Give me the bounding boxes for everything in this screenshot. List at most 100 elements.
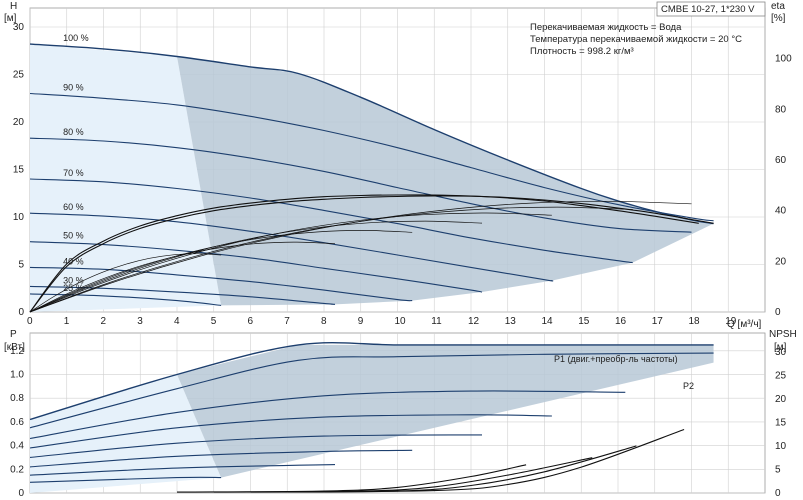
x-tick-label: 0 [27, 316, 33, 327]
npsh-curve [287, 428, 685, 493]
y2-unit-eta: [%] [771, 13, 786, 24]
efficiency-curves [29, 194, 714, 313]
y2-tick-label: 15 [775, 417, 787, 428]
eta-curve-partial [29, 220, 483, 313]
y-unit-p: [кВт] [4, 342, 25, 353]
model-title: CMBE 10-27, 1*230 V [661, 4, 755, 15]
power-curve [29, 390, 626, 440]
y-tick-label: 0.8 [10, 393, 24, 404]
power-curve [29, 464, 336, 476]
y-unit-h: [м] [4, 13, 17, 24]
info-line-2: Температура перекачиваемой жидкости = 20… [530, 34, 742, 45]
head-curve [29, 212, 554, 282]
y2-tick-label: 100 [775, 54, 792, 65]
head-curve [29, 92, 714, 222]
power-curve [29, 352, 714, 429]
x-tick-label: 10 [395, 316, 407, 327]
x-tick-label: 11 [431, 316, 442, 327]
speed-label: 80 % [63, 127, 84, 137]
y2-tick-label: 60 [775, 155, 787, 166]
x-tick-label: 3 [137, 316, 143, 327]
y2-tick-label: 20 [775, 394, 787, 405]
axis-ticks: 0 1 2 3 4 5 6 7 8 9 10 11 12 13 14 15 16 17 18 190510152025… [10, 22, 792, 499]
x-label-q: Q [м³/ч] [727, 319, 762, 330]
y2-unit-npsh: [м] [774, 342, 787, 353]
y2-tick-label: 30 [775, 347, 787, 358]
y-tick-label: 5 [18, 260, 24, 271]
y-label-h: H [10, 1, 17, 12]
eta-curve [29, 195, 714, 313]
npsh-curves [176, 428, 685, 493]
y2-label-eta: eta [771, 1, 785, 12]
y2-tick-label: 40 [775, 206, 787, 217]
x-tick-label: 4 [174, 316, 180, 327]
info-line-1: Перекачиваемая жидкость = Вода [530, 22, 682, 33]
y-tick-label: 1.2 [10, 346, 24, 357]
speed-label: 70 % [63, 168, 84, 178]
speed-label: 50 % [63, 231, 84, 241]
y2-tick-label: 0 [775, 307, 781, 318]
y2-label-npsh: NPSH [769, 329, 797, 340]
x-tick-label: 6 [248, 316, 254, 327]
region-main-bottom [177, 344, 714, 478]
info-line-3: Плотность = 998.2 кг/м³ [530, 46, 634, 57]
model-box [656, 1, 766, 17]
y-tick-label: 10 [13, 212, 25, 223]
power-curve [29, 449, 413, 468]
power-curves [29, 341, 714, 483]
region-main-top [177, 56, 714, 306]
y2-tick-label: 80 [775, 104, 787, 115]
y2-tick-label: 10 [775, 441, 787, 452]
x-tick-label: 18 [689, 316, 701, 327]
x-tick-label: 15 [578, 316, 590, 327]
power-curve [29, 341, 714, 421]
power-curve [29, 434, 483, 458]
x-tick-label: 14 [542, 316, 554, 327]
y-tick-label: 1.0 [10, 369, 24, 380]
speed-label: 60 % [63, 202, 84, 212]
y-tick-label: 25 [13, 70, 25, 81]
y-label-p: P [10, 329, 17, 340]
operating-region-top [30, 44, 714, 312]
x-tick-label: 9 [358, 316, 364, 327]
x-tick-label: 1 [64, 316, 70, 327]
eta-curve-partial [29, 241, 336, 313]
y-tick-label: 15 [13, 165, 25, 176]
y2-tick-label: 0 [775, 488, 781, 499]
head-curve [29, 241, 483, 293]
speed-labels: 100 % 90 % 80 % 70 % 60 % 50 % 40 % 30 %25 % [63, 33, 89, 293]
y-tick-label: 0.2 [10, 464, 24, 475]
x-tick-label: 2 [101, 316, 107, 327]
power-curve [29, 476, 222, 483]
x-tick-label: 8 [321, 316, 327, 327]
y-tick-label: 0.4 [10, 441, 24, 452]
y-tick-label: 20 [13, 117, 25, 128]
eta-curve-partial [29, 253, 222, 313]
speed-label: 30 % [63, 275, 84, 285]
speed-label: 40 % [63, 256, 84, 266]
speed-label: 100 % [63, 33, 89, 43]
head-curves [29, 43, 714, 306]
eta-curve [29, 194, 699, 313]
head-curve [29, 137, 692, 233]
region-light-top [30, 44, 222, 312]
head-curve [29, 178, 633, 264]
y-tick-label: 0 [18, 307, 24, 318]
y-tick-label: 0.6 [10, 417, 24, 428]
eta-curve-partial [29, 230, 413, 313]
power-curve [29, 414, 552, 449]
x-tick-label: 19 [725, 316, 737, 327]
x-tick-label: 5 [211, 316, 217, 327]
head-curve [29, 293, 222, 306]
speed-label: 25 % [63, 283, 84, 293]
speed-label: 90 % [63, 83, 84, 93]
y2-tick-label: 5 [775, 464, 781, 475]
y-tick-label: 30 [13, 22, 25, 33]
x-tick-label: 12 [468, 316, 480, 327]
head-curve [29, 266, 413, 302]
eta-curve-partial [29, 212, 552, 313]
x-tick-label: 13 [505, 316, 517, 327]
x-tick-label: 17 [652, 316, 664, 327]
x-tick-label: 16 [615, 316, 627, 327]
